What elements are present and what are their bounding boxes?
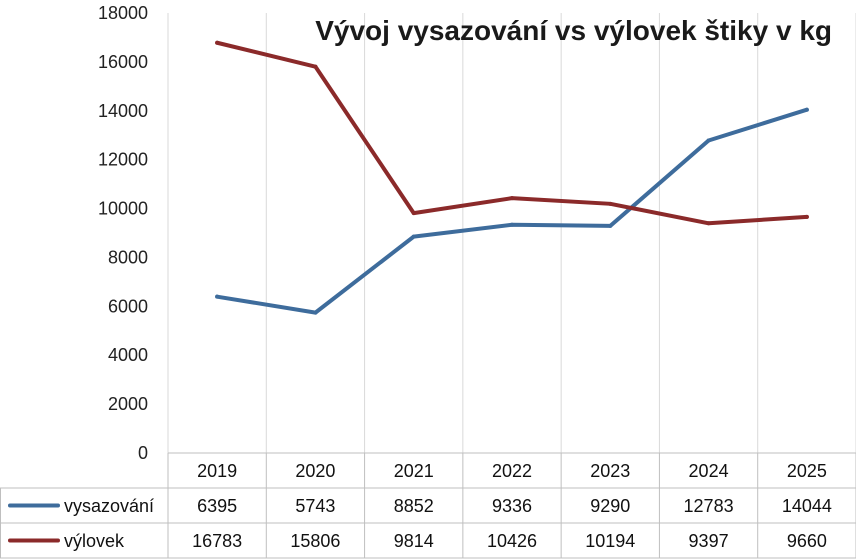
y-tick-label: 12000 bbox=[98, 150, 148, 170]
series-lines bbox=[215, 40, 809, 315]
data-point bbox=[215, 294, 220, 299]
x-tick-label: 2022 bbox=[492, 461, 532, 481]
y-tick-label: 8000 bbox=[108, 247, 148, 267]
legend-label: výlovek bbox=[64, 531, 125, 551]
y-tick-label: 6000 bbox=[108, 296, 148, 316]
data-point bbox=[706, 221, 711, 226]
x-tick-label: 2023 bbox=[590, 461, 630, 481]
y-tick-label: 10000 bbox=[98, 199, 148, 219]
y-tick-label: 14000 bbox=[98, 101, 148, 121]
data-table: 2019 2020 2021 2022 2023 2024 2025 vysazování 63… bbox=[0, 452, 856, 559]
y-tick-label: 0 bbox=[138, 443, 148, 463]
x-tick-label: 2024 bbox=[689, 461, 729, 481]
y-tick-label: 2000 bbox=[108, 394, 148, 414]
data-point bbox=[215, 40, 220, 45]
data-table-cell: 5743 bbox=[295, 496, 335, 516]
y-tick-label: 18000 bbox=[98, 3, 148, 23]
data-point bbox=[608, 223, 613, 228]
legend-label: vysazování bbox=[64, 496, 154, 516]
data-table-cell: 9336 bbox=[492, 496, 532, 516]
data-table-cell: 9660 bbox=[787, 531, 827, 551]
gridlines bbox=[167, 13, 856, 453]
x-tick-label: 2019 bbox=[197, 461, 237, 481]
x-tick-label: 2025 bbox=[787, 461, 827, 481]
chart-title: Vývoj vysazování vs výlovek štiky v kg bbox=[315, 15, 832, 46]
data-table-cell: 15806 bbox=[290, 531, 340, 551]
data-point bbox=[804, 107, 809, 112]
data-point bbox=[804, 214, 809, 219]
data-point bbox=[411, 234, 416, 239]
series-line bbox=[215, 107, 809, 315]
data-table-cell: 9290 bbox=[590, 496, 630, 516]
data-table-cell: 9397 bbox=[689, 531, 729, 551]
data-table-cell: 9814 bbox=[394, 531, 434, 551]
data-table-cell: 16783 bbox=[192, 531, 242, 551]
y-axis: 0 2000 4000 6000 8000 10000 12000 14000 16000 180… bbox=[98, 3, 148, 463]
y-tick-label: 4000 bbox=[108, 345, 148, 365]
data-table-cell: 14044 bbox=[782, 496, 832, 516]
data-point bbox=[510, 196, 514, 201]
data-table-cell: 12783 bbox=[684, 496, 734, 516]
data-point bbox=[313, 64, 318, 69]
data-point bbox=[608, 201, 613, 206]
x-tick-label: 2020 bbox=[295, 461, 335, 481]
y-tick-label: 16000 bbox=[98, 52, 148, 72]
data-table-cell: 10194 bbox=[585, 531, 635, 551]
data-point bbox=[510, 222, 514, 227]
data-table-cell: 8852 bbox=[394, 496, 434, 516]
data-point bbox=[411, 211, 416, 216]
x-tick-label: 2021 bbox=[394, 461, 434, 481]
data-table-cell: 6395 bbox=[197, 496, 237, 516]
data-table-cell: 10426 bbox=[487, 531, 537, 551]
data-point bbox=[313, 310, 318, 315]
data-point bbox=[706, 138, 711, 143]
